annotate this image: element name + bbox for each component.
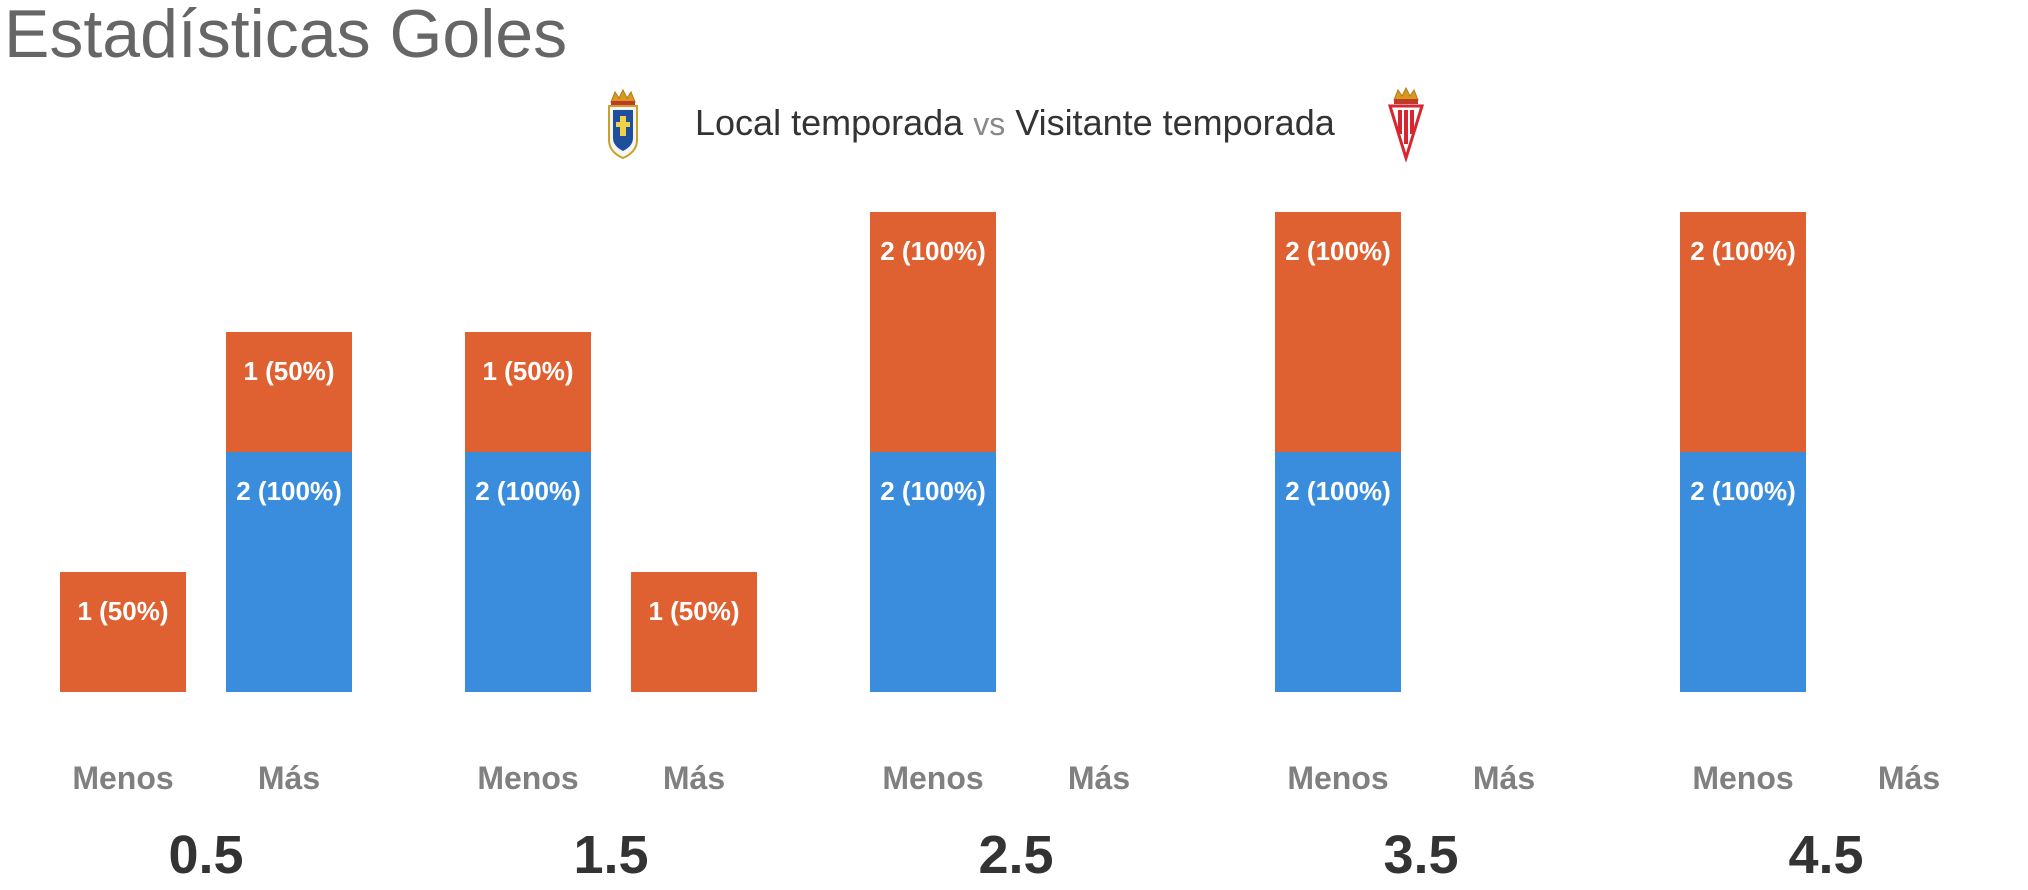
legend-vs: vs: [973, 106, 1006, 142]
bar-local: [226, 452, 352, 692]
bar-visitor: [1275, 212, 1401, 452]
group-label: 1.5: [573, 825, 648, 885]
bar-visitor: [60, 572, 186, 692]
legend-visitor: Visitante temporada: [1015, 102, 1335, 143]
legend-text: Local temporada vs Visitante temporada: [695, 98, 1335, 149]
category-label: Menos: [1287, 760, 1388, 796]
data-label: 2 (100%): [475, 476, 581, 506]
category-label: Más: [1878, 760, 1940, 796]
category-label: Más: [1473, 760, 1535, 796]
data-label: 2 (100%): [880, 236, 986, 266]
category-label: Más: [1068, 760, 1130, 796]
page-title: Estadísticas Goles: [4, 0, 568, 72]
group-label: 4.5: [1788, 825, 1863, 885]
bar-visitor: [631, 572, 757, 692]
bar-local: [1275, 452, 1401, 692]
group-label: 3.5: [1383, 825, 1458, 885]
category-label: Más: [258, 760, 320, 796]
data-label: 1 (50%): [77, 596, 168, 626]
sporting-gijon-crest-icon: [1387, 86, 1425, 162]
bar-local: [870, 452, 996, 692]
bar-visitor: [465, 332, 591, 452]
bar-visitor: [1680, 212, 1806, 452]
bar-local: [1680, 452, 1806, 692]
category-label: Menos: [882, 760, 983, 796]
real-oviedo-crest-icon: [608, 88, 638, 160]
data-label: 1 (50%): [482, 356, 573, 386]
category-label: Menos: [1692, 760, 1793, 796]
data-label: 2 (100%): [1690, 236, 1796, 266]
data-label: 2 (100%): [1285, 476, 1391, 506]
data-label: 1 (50%): [648, 596, 739, 626]
data-label: 2 (100%): [236, 476, 342, 506]
bar-visitor: [870, 212, 996, 452]
data-label: 2 (100%): [880, 476, 986, 506]
group-label: 0.5: [168, 825, 243, 885]
bar-local: [465, 452, 591, 692]
group-label: 2.5: [978, 825, 1053, 885]
bar-visitor: [226, 332, 352, 452]
legend-local: Local temporada: [695, 102, 964, 143]
category-label: Más: [663, 760, 725, 796]
data-label: 2 (100%): [1690, 476, 1796, 506]
category-label: Menos: [477, 760, 578, 796]
data-label: 1 (50%): [243, 356, 334, 386]
chart-legend: Local temporada vs Visitante temporada: [0, 80, 2028, 170]
category-label: Menos: [72, 760, 173, 796]
data-label: 2 (100%): [1285, 236, 1391, 266]
